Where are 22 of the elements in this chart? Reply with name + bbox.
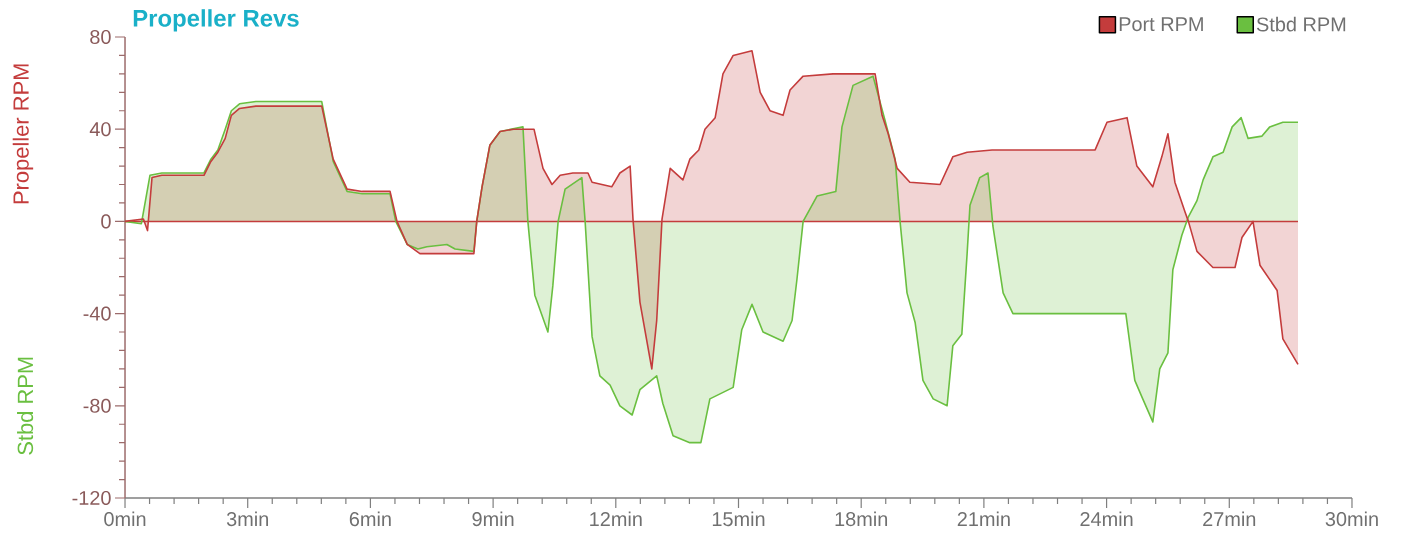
x-tick-label: 0min bbox=[104, 511, 146, 527]
x-tick-label: 27min bbox=[1203, 511, 1256, 526]
x-tick-label: 21min bbox=[957, 511, 1010, 526]
y-tick-label: -120 bbox=[72, 490, 111, 506]
x-tick-label: 15min bbox=[712, 511, 765, 527]
x-tick-label: 12min bbox=[590, 511, 642, 526]
x-tick-label: 18min bbox=[835, 511, 888, 527]
x-tick-label: 24min bbox=[1080, 511, 1133, 526]
x-tick-label: 30min bbox=[1325, 511, 1378, 527]
text: Stbd RPM bbox=[17, 357, 34, 455]
x-tick-label: 9min bbox=[472, 511, 514, 527]
y-axis-title: Propeller RPM bbox=[12, 64, 34, 204]
y-tick-label: -80 bbox=[83, 398, 111, 413]
y-tick-label: 0 bbox=[101, 214, 111, 229]
chart-title: Propeller Revs bbox=[133, 9, 299, 32]
y-tick-label: 40 bbox=[89, 122, 111, 137]
x-tick-label: 3min bbox=[226, 511, 268, 527]
legend-label: Port RPM bbox=[1119, 17, 1203, 32]
x-tick-label: 6min bbox=[349, 511, 391, 527]
legend-label: Stbd RPM bbox=[1256, 16, 1346, 32]
y-tick-label: -40 bbox=[83, 306, 111, 321]
y-tick-label: 80 bbox=[90, 29, 111, 45]
